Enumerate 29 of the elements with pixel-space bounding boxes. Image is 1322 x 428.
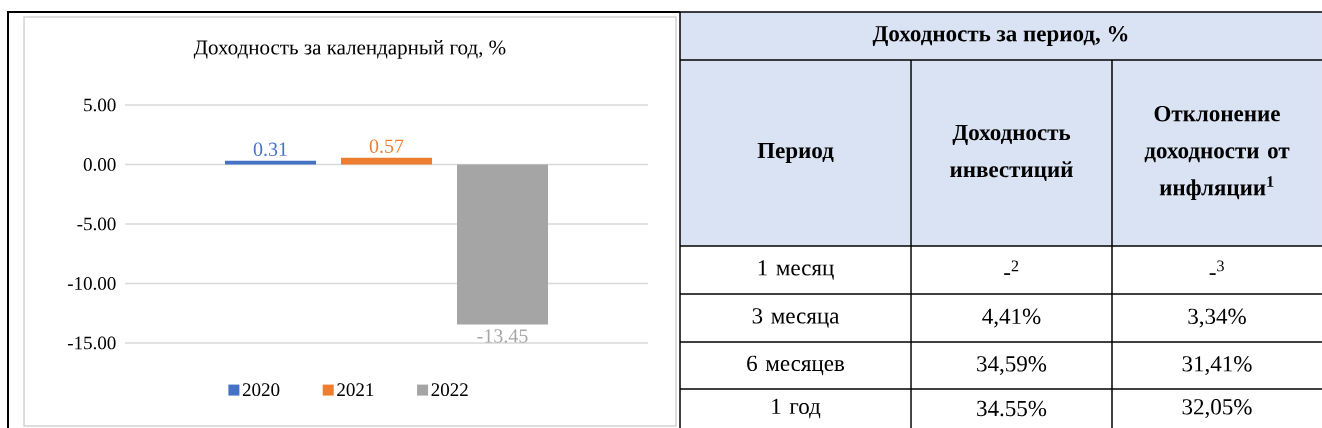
- legend-label: 2021: [337, 383, 374, 397]
- text: 34.55%: [977, 400, 1047, 417]
- text: Доходность за период, %: [872, 25, 1128, 47]
- text: 1 месяц: [758, 260, 834, 280]
- y-tick-label: 0.00: [83, 158, 116, 171]
- text: Отклонение доходности от инфляции$^{1}$: [1144, 105, 1290, 201]
- data-label: 0.57: [369, 139, 404, 154]
- text: 3 месяца: [752, 308, 840, 328]
- text: 3,34%: [1188, 308, 1246, 328]
- text: 6 месяцев: [747, 355, 845, 376]
- text: 31,41%: [1182, 356, 1252, 375]
- data-label: -13.45: [477, 329, 528, 343]
- text: 4,41%: [982, 308, 1041, 328]
- bar: [457, 164, 548, 325]
- y-tick-label: -15.00: [67, 336, 116, 350]
- legend-label: 2022: [431, 383, 468, 397]
- legend-label: 2020: [242, 383, 280, 397]
- text: -$^{3}$: [1209, 260, 1224, 275]
- text: 1 год: [772, 398, 821, 419]
- chart-title: Доходность за календарный год, %: [193, 39, 506, 59]
- text: 34,59%: [977, 356, 1047, 375]
- text: 32,05%: [1182, 399, 1252, 418]
- data-label: 0.31: [253, 142, 287, 157]
- text: Доходность инвестиций: [950, 124, 1073, 182]
- text: Период: [757, 143, 834, 163]
- y-tick-label: -5.00: [77, 217, 116, 231]
- y-tick-label: 5.00: [84, 98, 116, 112]
- text: -$^{2}$: [1004, 260, 1019, 275]
- y-tick-label: -10.00: [67, 277, 116, 290]
